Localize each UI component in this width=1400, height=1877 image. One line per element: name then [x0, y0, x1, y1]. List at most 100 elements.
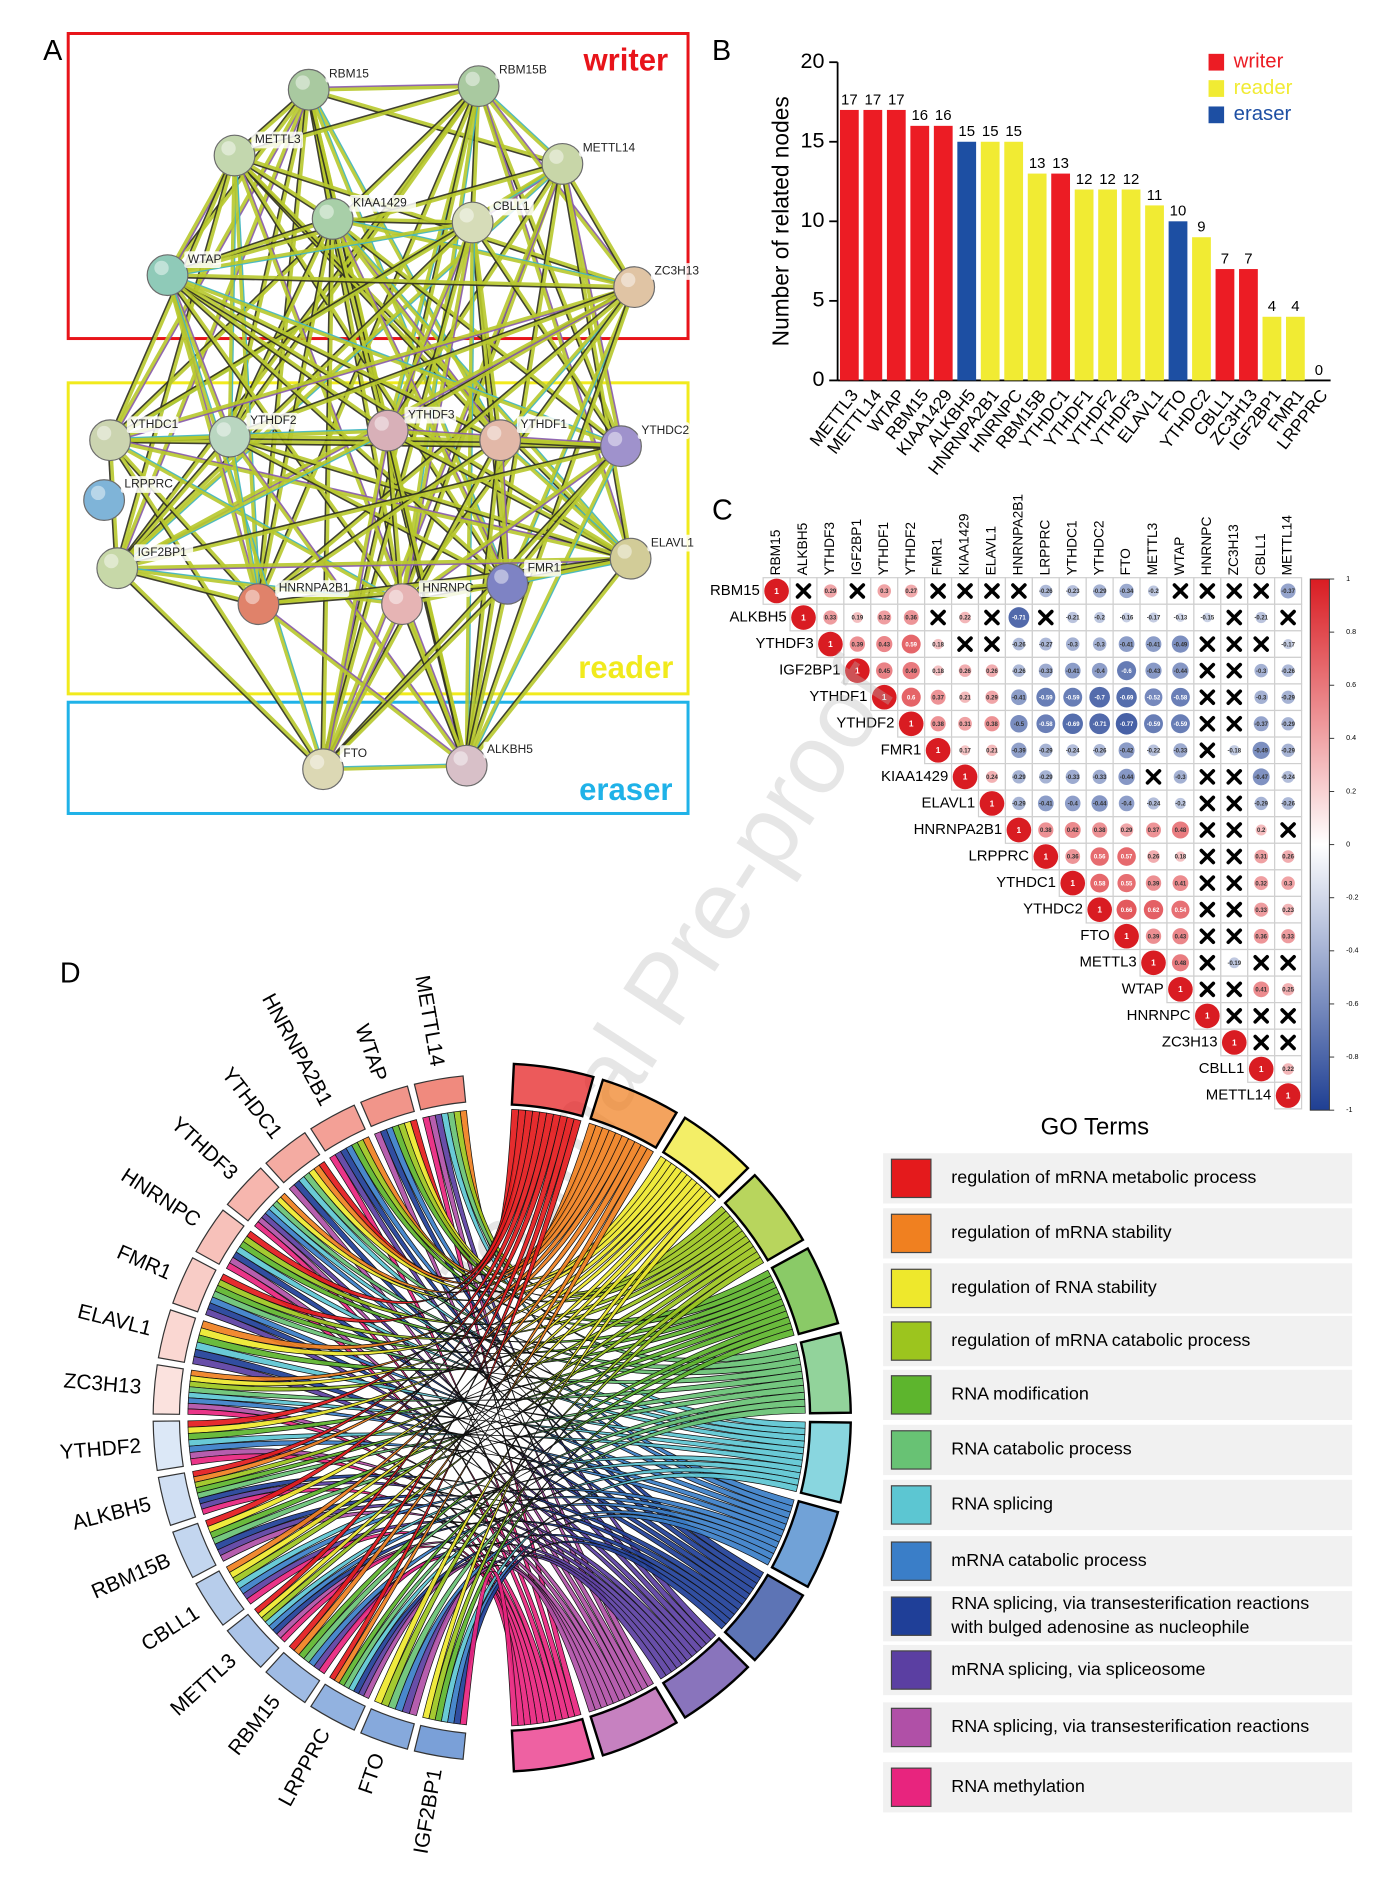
node-label-bg [524, 559, 561, 577]
correlation-value: -0.21 [1066, 616, 1080, 622]
correlation-value: -0.44 [1093, 802, 1107, 808]
non-significant-cross [1199, 689, 1216, 705]
network-edge [332, 216, 635, 286]
correlation-circle [959, 745, 971, 756]
correlation-value: -0.24 [1147, 802, 1161, 808]
node-highlight [295, 75, 310, 90]
network-node [479, 419, 522, 462]
colorbar-tick-label: 0.8 [1346, 628, 1356, 636]
correlation-value: -0.69 [1120, 695, 1134, 701]
legend-swatch [890, 1158, 932, 1199]
non-significant-cross [1253, 636, 1269, 652]
correlation-circle [1010, 689, 1027, 706]
correlation-value: 0.6 [907, 695, 916, 701]
network-edge [167, 276, 635, 291]
correlation-value: 0.37 [932, 695, 944, 701]
network-edge [321, 582, 509, 771]
go-term-arc [589, 1685, 679, 1757]
network-node [208, 415, 251, 458]
correlation-value: 0.22 [959, 616, 971, 622]
correlation-circle [904, 584, 918, 598]
correlation-circle [1118, 768, 1135, 786]
chord-ribbon [246, 1531, 538, 1725]
correlation-value: 0.36 [1067, 855, 1079, 861]
correlation-value: 0.18 [932, 642, 944, 648]
value-label: 17 [841, 91, 858, 108]
chord-ribbon [217, 1503, 688, 1665]
row-label: ZC3H13 [1162, 1033, 1218, 1050]
network-node [366, 409, 409, 452]
network-node [381, 583, 423, 626]
network-edge [498, 285, 636, 442]
chord-ribbon [225, 1141, 642, 1573]
correlation-circle [903, 610, 919, 625]
correlation-circle [1062, 713, 1083, 734]
network-edge [232, 156, 500, 443]
correlation-circle [764, 578, 789, 604]
non-significant-cross [1145, 769, 1162, 785]
correlation-circle [1254, 902, 1269, 917]
legend-swatch [890, 1485, 932, 1525]
correlation-value: -0.29 [1254, 802, 1268, 808]
network-node [89, 419, 132, 462]
correlation-value: -0.49 [1174, 642, 1188, 648]
correlation-value: -0.4 [1121, 802, 1132, 808]
correlation-circle [1092, 637, 1107, 651]
correlation-circle [1195, 1003, 1220, 1029]
correlation-circle [1145, 875, 1162, 891]
node-label-bg [325, 65, 370, 83]
correlation-value: -0.29 [1281, 722, 1295, 728]
network-edge [464, 445, 623, 767]
chord-ribbon [288, 1184, 643, 1694]
correlation-circle [901, 687, 921, 707]
network-edge [320, 444, 621, 769]
legend-title: GO Terms [1041, 1113, 1150, 1140]
non-significant-cross [1280, 609, 1296, 626]
correlation-circle [1037, 795, 1054, 812]
chord-ribbon [196, 1377, 804, 1499]
chord-ribbon [217, 1225, 743, 1340]
correlation-value: 0.58 [1094, 881, 1106, 887]
legend-item-bg [883, 1479, 1353, 1531]
colorbar-tick-label: 0.4 [1346, 734, 1356, 742]
correlation-circle [1012, 664, 1026, 677]
column-label: WTAP [1172, 537, 1187, 576]
correlation-value: 1 [990, 798, 995, 808]
node-label: YTHDC2 [641, 423, 689, 437]
correlation-circle [1254, 663, 1268, 678]
correlation-value: 0.18 [1175, 855, 1187, 861]
correlation-value: -0.59 [1039, 695, 1053, 701]
legend-item-bg [883, 1263, 1353, 1314]
correlation-value: -0.29 [1012, 775, 1026, 781]
correlation-circle [1253, 981, 1270, 998]
correlation-value: -0.4 [1068, 802, 1079, 808]
correlation-circle [902, 662, 920, 680]
non-significant-cross [1199, 769, 1216, 785]
network-edge [324, 604, 405, 771]
legend-swatch [890, 1213, 932, 1254]
cell-grid [1139, 630, 1168, 658]
bar [1285, 316, 1305, 381]
network-edge [563, 163, 624, 446]
correlation-circle [1143, 899, 1164, 920]
correlation-circle [1147, 797, 1160, 810]
correlation-value: -0.44 [1174, 669, 1188, 675]
legend-swatch [890, 1767, 932, 1808]
legend-item-bg [883, 1153, 1353, 1204]
correlation-value: 1 [909, 719, 914, 729]
correlation-circle [1008, 607, 1030, 628]
node-label: FTO [343, 746, 367, 760]
correlation-circle [1253, 928, 1269, 944]
legend-label: regulation of mRNA metabolic process [951, 1167, 1256, 1187]
node-label-bg [647, 534, 700, 552]
correlation-value: 0.39 [852, 642, 864, 648]
non-significant-cross [1199, 901, 1216, 918]
correlation-circle [1281, 797, 1295, 810]
network-edge [229, 434, 501, 443]
node-highlight [154, 260, 169, 276]
correlation-value: 1 [828, 639, 833, 649]
node-label: YTHDF2 [250, 413, 297, 427]
row-label: YTHDF1 [809, 688, 867, 705]
correlation-value: 0.38 [986, 722, 998, 728]
